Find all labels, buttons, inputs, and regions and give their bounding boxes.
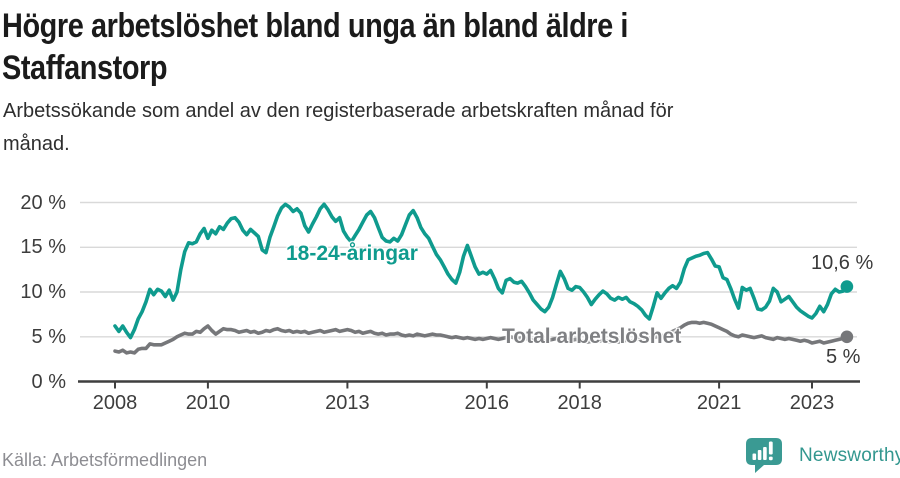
newsworthy-icon [746, 438, 782, 473]
source-text: Källa: Arbetsförmedlingen [2, 450, 208, 470]
chart-title-line2: Staffanstorp [2, 49, 168, 87]
chart-subtitle: Arbetssökande som andel av den registerb… [3, 95, 823, 161]
y-axis-label: 20 % [20, 191, 66, 214]
series-label-young: 18-24-åringar [286, 242, 418, 265]
series-label-total: Total arbetslöshet [502, 325, 682, 348]
x-axis-label: 2008 [92, 392, 138, 414]
chart-plot-area [78, 201, 860, 389]
end-value-label-young: 10,6 % [811, 252, 874, 274]
x-axis-label: 2018 [557, 392, 602, 414]
chart-subtitle-line1: Arbetssökande som andel av den registerb… [3, 100, 674, 122]
chart-title-line1: Högre arbetslöshet bland unga än bland ä… [2, 7, 628, 45]
x-axis-label: 2016 [464, 392, 510, 414]
x-axis-label: 2013 [325, 392, 370, 414]
x-axis-label: 2010 [185, 392, 231, 414]
y-axis-label: 15 % [20, 236, 66, 259]
x-axis-label: 2021 [696, 392, 742, 414]
y-axis-label: 0 % [31, 370, 66, 393]
chart-title: Högre arbetslöshet bland unga än bland ä… [2, 5, 750, 89]
brand-logo: Newsworthy [746, 438, 900, 473]
chart-subtitle-line2: månad. [3, 133, 70, 155]
y-axis-label: 5 % [31, 325, 66, 348]
y-axis-label: 10 % [20, 281, 66, 303]
x-axis-label: 2023 [789, 392, 835, 414]
end-value-label-total: 5 % [826, 346, 861, 368]
brand-name: Newsworthy [799, 444, 900, 466]
